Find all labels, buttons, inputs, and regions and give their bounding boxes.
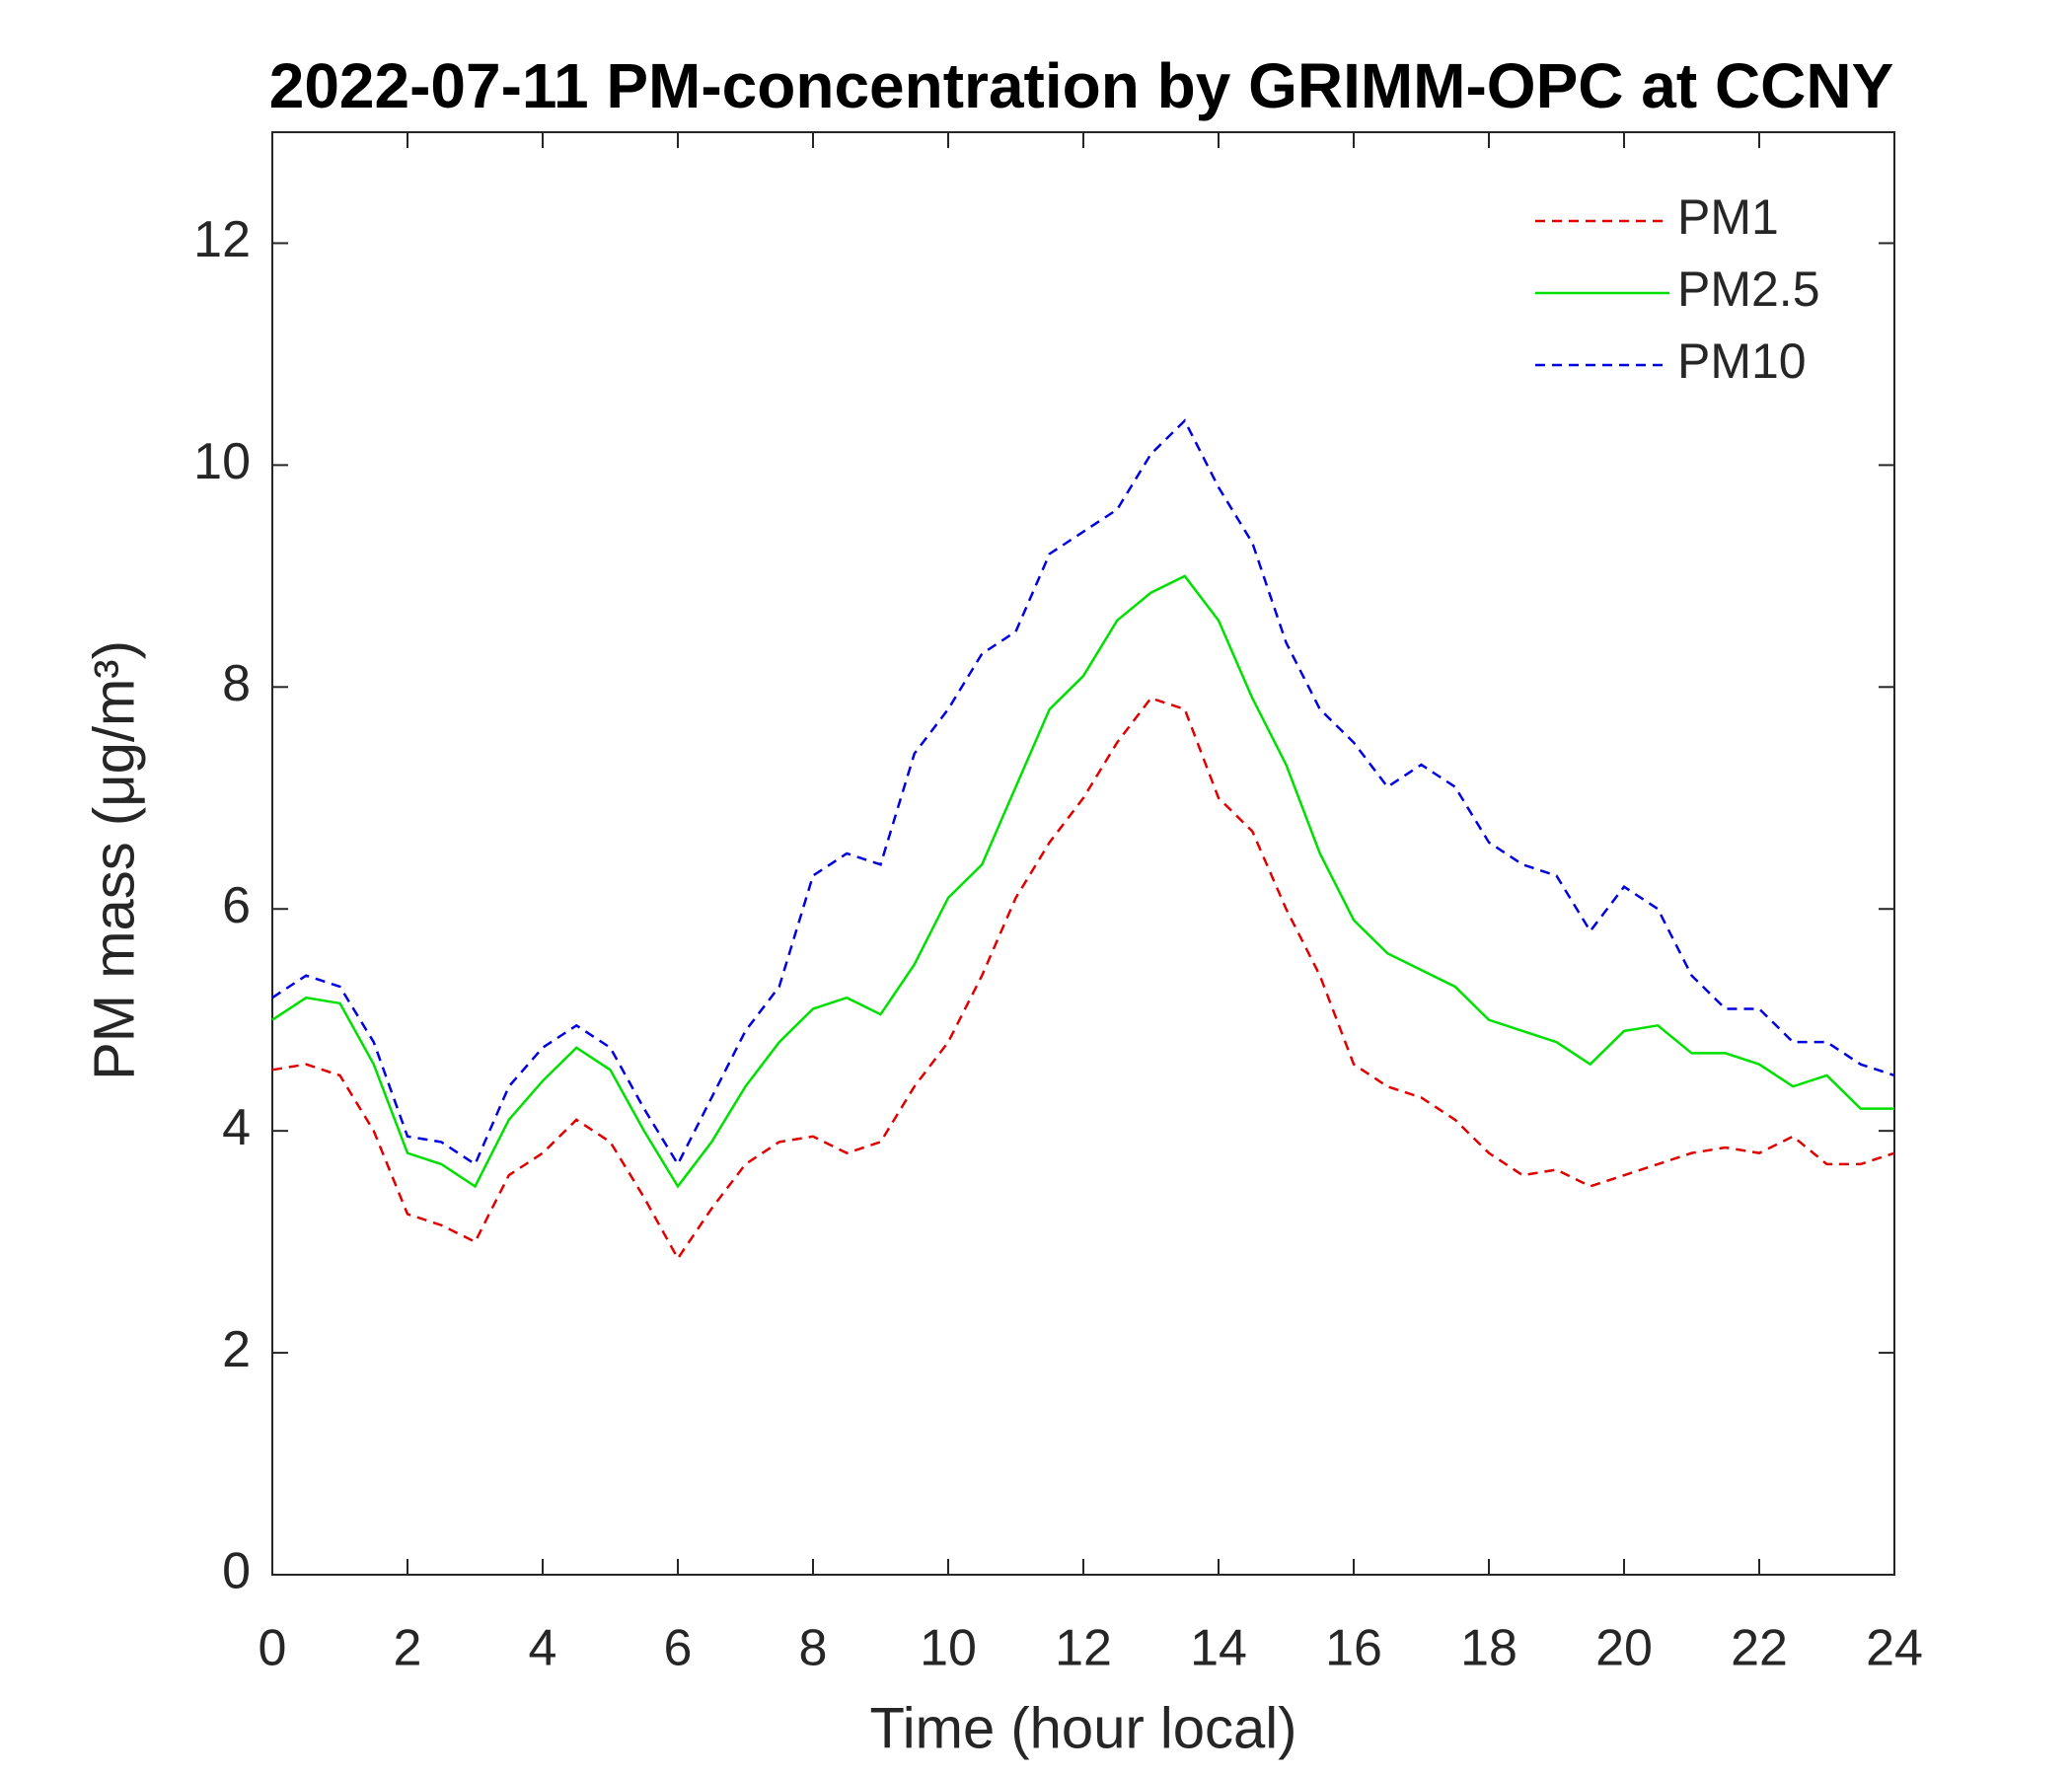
x-tick-label: 6 xyxy=(664,1620,693,1677)
series-line xyxy=(271,697,1895,1261)
x-tick-label: 12 xyxy=(1055,1620,1112,1677)
y-axis-label: PM mass (μg/m³) xyxy=(82,640,146,1080)
legend-label: PM1 xyxy=(1677,189,1779,245)
x-tick-label: 20 xyxy=(1595,1620,1653,1677)
x-tick-label: 22 xyxy=(1731,1620,1788,1677)
x-tick-label: 4 xyxy=(529,1620,557,1677)
y-tick-label: 0 xyxy=(222,1543,251,1600)
x-tick-label: 8 xyxy=(799,1620,828,1677)
x-tick-label: 10 xyxy=(920,1620,977,1677)
x-tick-label: 14 xyxy=(1190,1620,1247,1677)
legend-label: PM10 xyxy=(1677,333,1807,389)
series-line xyxy=(271,418,1895,1167)
y-tick-label: 10 xyxy=(193,433,251,490)
chart-title: 2022-07-11 PM-concentration by GRIMM-OPC… xyxy=(269,50,1894,121)
y-tick-label: 8 xyxy=(222,655,251,712)
y-tick-label: 12 xyxy=(193,211,251,268)
x-tick-label: 0 xyxy=(259,1620,287,1677)
y-tick-label: 4 xyxy=(222,1099,251,1156)
x-tick-label: 2 xyxy=(394,1620,422,1677)
x-axis-label: Time (hour local) xyxy=(870,1696,1297,1760)
x-tick-label: 24 xyxy=(1866,1620,1923,1677)
series-line xyxy=(271,574,1894,1189)
x-tick-label: 18 xyxy=(1460,1620,1517,1677)
y-tick-label: 6 xyxy=(222,877,251,934)
y-tick-label: 2 xyxy=(222,1321,251,1378)
legend-label: PM2.5 xyxy=(1677,261,1820,317)
x-tick-label: 16 xyxy=(1325,1620,1382,1677)
